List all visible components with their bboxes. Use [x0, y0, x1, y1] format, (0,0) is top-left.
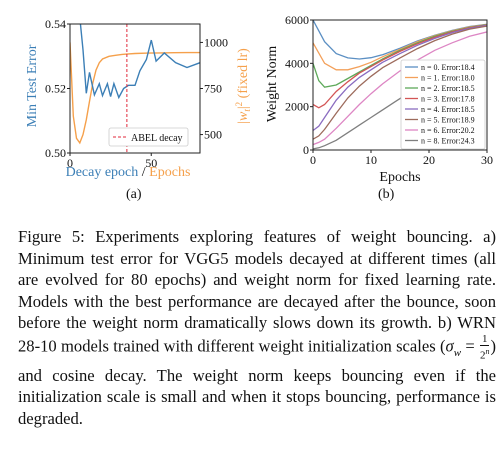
series-line-4	[313, 24, 487, 132]
caption-sigma: σ	[445, 336, 454, 356]
caption-fraction: 1 2n	[479, 332, 490, 362]
panel-a-chart: Min Test Error |wt|2 (fixed lr) 0 50 0.50 0…	[25, 17, 252, 180]
panel-a-y2tick-label: 1000	[204, 35, 228, 49]
panel-b-legend-label: n = 1. Error:18.0	[421, 74, 475, 83]
panel-b-legend: n = 0. Error:18.4 n = 1. Error:18.0n = 2.…	[400, 59, 486, 150]
caption-fig-label: Figure 5:	[18, 227, 85, 246]
panel-b-ytick-label: 0	[303, 143, 309, 157]
figure-5: Min Test Error |wt|2 (fixed lr) 0 50 0.50 0…	[0, 0, 503, 220]
panel-a-xtick-label: 50	[145, 156, 157, 170]
panel-b-xtick-label: 0	[310, 153, 316, 167]
panel-a-legend-label: ABEL decay	[131, 133, 183, 144]
panel-b-xtick-label: 10	[365, 153, 377, 167]
panel-b-legend-label: n = 6. Error:20.2	[421, 126, 475, 135]
panel-b-chart: Weight Norm 0 10 20 30 0 2000 4000 6000 n = 0. E…	[265, 13, 493, 185]
panel-b-legend-label: n = 5. Error:18.9	[421, 116, 475, 125]
caption-frac-den-exp: n	[485, 346, 490, 356]
series-line-5	[313, 25, 487, 140]
panel-b-ytick-label: 6000	[285, 13, 309, 27]
caption-frac-den-base: 2	[479, 349, 486, 362]
panel-b-xtick-label: 20	[423, 153, 435, 167]
panel-b-legend-label: n = 8. Error:24.3	[421, 137, 475, 146]
caption-text-part1: Experiments exploring features of weight…	[18, 227, 496, 356]
caption-paragraph: Figure 5: Experiments exploring features…	[18, 226, 496, 429]
panel-b-frame	[312, 19, 488, 151]
series-line-7	[313, 94, 407, 150]
panel-b-legend-label: n = 3. Error:17.8	[421, 95, 475, 104]
panel-a-xlabel-decay: Decay epoch	[66, 165, 139, 180]
panel-b-legend-box	[400, 59, 486, 150]
panel-b-letter: (b)	[378, 187, 395, 202]
panel-a-legend: ABEL decay	[108, 127, 189, 147]
panel-b-xlabel: Epochs	[379, 170, 420, 185]
panel-a-ylabel-left: Min Test Error	[25, 44, 40, 127]
series-min-test-error-line	[79, 24, 200, 100]
panel-b: Weight Norm 0 10 20 30 0 2000 4000 6000 n = 0. E…	[255, 0, 503, 215]
panel-a: Min Test Error |wt|2 (fixed lr) 0 50 0.50 0…	[0, 0, 252, 215]
caption-sigma-sub: w	[453, 346, 462, 359]
panel-b-legend-label: n = 4. Error:18.5	[421, 105, 475, 114]
panel-b-xtick-label: 30	[481, 153, 493, 167]
panel-a-xlabel: Decay epoch / Epochs	[66, 165, 191, 180]
panel-b-ylabel: Weight Norm	[265, 46, 280, 122]
panel-a-xlabel-sep: /	[142, 165, 146, 180]
caption-text-part2: ) and cosine decay. The weight norm keep…	[18, 336, 497, 428]
series-weight-norm-line	[70, 42, 200, 145]
panel-b-ytick-label: 4000	[285, 56, 309, 70]
panel-b-legend-label: n = 0. Error:18.4	[421, 63, 475, 72]
figure-caption: Figure 5: Experiments exploring features…	[18, 226, 496, 429]
panel-b-ytick-label: 2000	[285, 100, 309, 114]
panel-a-letter: (a)	[126, 187, 142, 202]
panel-a-xlabel-epochs: Epochs	[149, 165, 190, 180]
panel-a-ytick-label: 0.54	[45, 17, 66, 31]
panel-a-ytick-label: 0.52	[45, 82, 66, 96]
panel-b-plot-area	[313, 20, 487, 150]
panel-a-ylabel-right: |wt|2 (fixed lr)	[234, 48, 252, 124]
series-line-6	[313, 31, 487, 146]
panel-a-ytick-label: 0.50	[45, 146, 66, 160]
caption-frac-num: 1	[479, 332, 490, 346]
panel-a-xtick-label: 0	[67, 156, 73, 170]
panel-a-legend-box	[108, 127, 189, 147]
panel-b-legend-label: n = 2. Error:18.5	[421, 84, 475, 93]
panel-a-plot-area	[70, 24, 200, 145]
caption-eq: =	[461, 336, 479, 356]
series-line-3	[313, 24, 487, 109]
panel-a-y2tick-label: 500	[204, 128, 222, 142]
panel-a-y2tick-label: 750	[204, 82, 222, 96]
